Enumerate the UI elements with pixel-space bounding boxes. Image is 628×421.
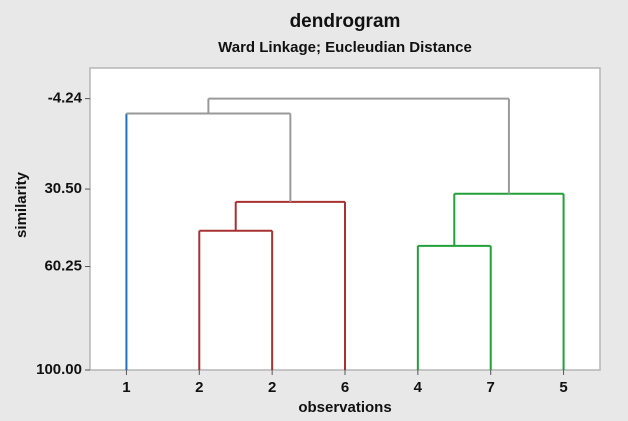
chart-title: dendrogram (290, 11, 401, 32)
y-tick-label: -4.24 (48, 90, 83, 107)
x-tick-label: 6 (341, 379, 349, 396)
x-tick-label: 1 (122, 379, 130, 396)
chart-subtitle: Ward Linkage; Eucleudian Distance (218, 39, 472, 56)
y-tick-label: 60.25 (44, 257, 82, 274)
y-axis-label: similarity (13, 171, 30, 238)
x-tick-label: 7 (487, 379, 495, 396)
x-tick-label: 2 (195, 379, 203, 396)
x-axis-label: observations (298, 399, 391, 416)
y-tick-label: 30.50 (44, 180, 82, 197)
x-tick-label: 2 (268, 379, 276, 396)
x-tick-label: 5 (559, 379, 567, 396)
x-tick-label: 4 (414, 379, 423, 396)
y-tick-label: 100.00 (36, 361, 82, 378)
